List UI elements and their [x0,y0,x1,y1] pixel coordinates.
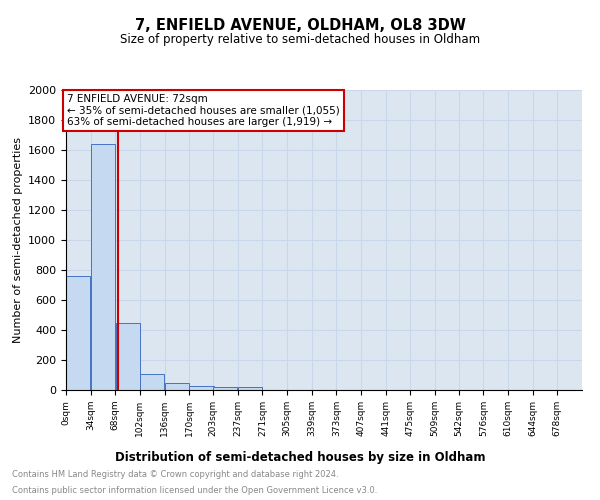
Bar [66,276,91,390]
Y-axis label: Number of semi-detached properties: Number of semi-detached properties [13,137,23,343]
Text: Contains HM Land Registry data © Crown copyright and database right 2024.: Contains HM Land Registry data © Crown c… [12,470,338,479]
Bar [214,387,238,390]
Text: Size of property relative to semi-detached houses in Oldham: Size of property relative to semi-detach… [120,32,480,46]
Bar [190,386,214,390]
Bar [238,387,262,390]
Bar [140,374,164,390]
Text: 7 ENFIELD AVENUE: 72sqm
← 35% of semi-detached houses are smaller (1,055)
63% of: 7 ENFIELD AVENUE: 72sqm ← 35% of semi-de… [67,94,340,127]
Bar [116,324,140,390]
Text: 7, ENFIELD AVENUE, OLDHAM, OL8 3DW: 7, ENFIELD AVENUE, OLDHAM, OL8 3DW [134,18,466,32]
Text: Distribution of semi-detached houses by size in Oldham: Distribution of semi-detached houses by … [115,451,485,464]
Text: Contains public sector information licensed under the Open Government Licence v3: Contains public sector information licen… [12,486,377,495]
Bar [91,144,115,390]
Bar [165,383,189,390]
